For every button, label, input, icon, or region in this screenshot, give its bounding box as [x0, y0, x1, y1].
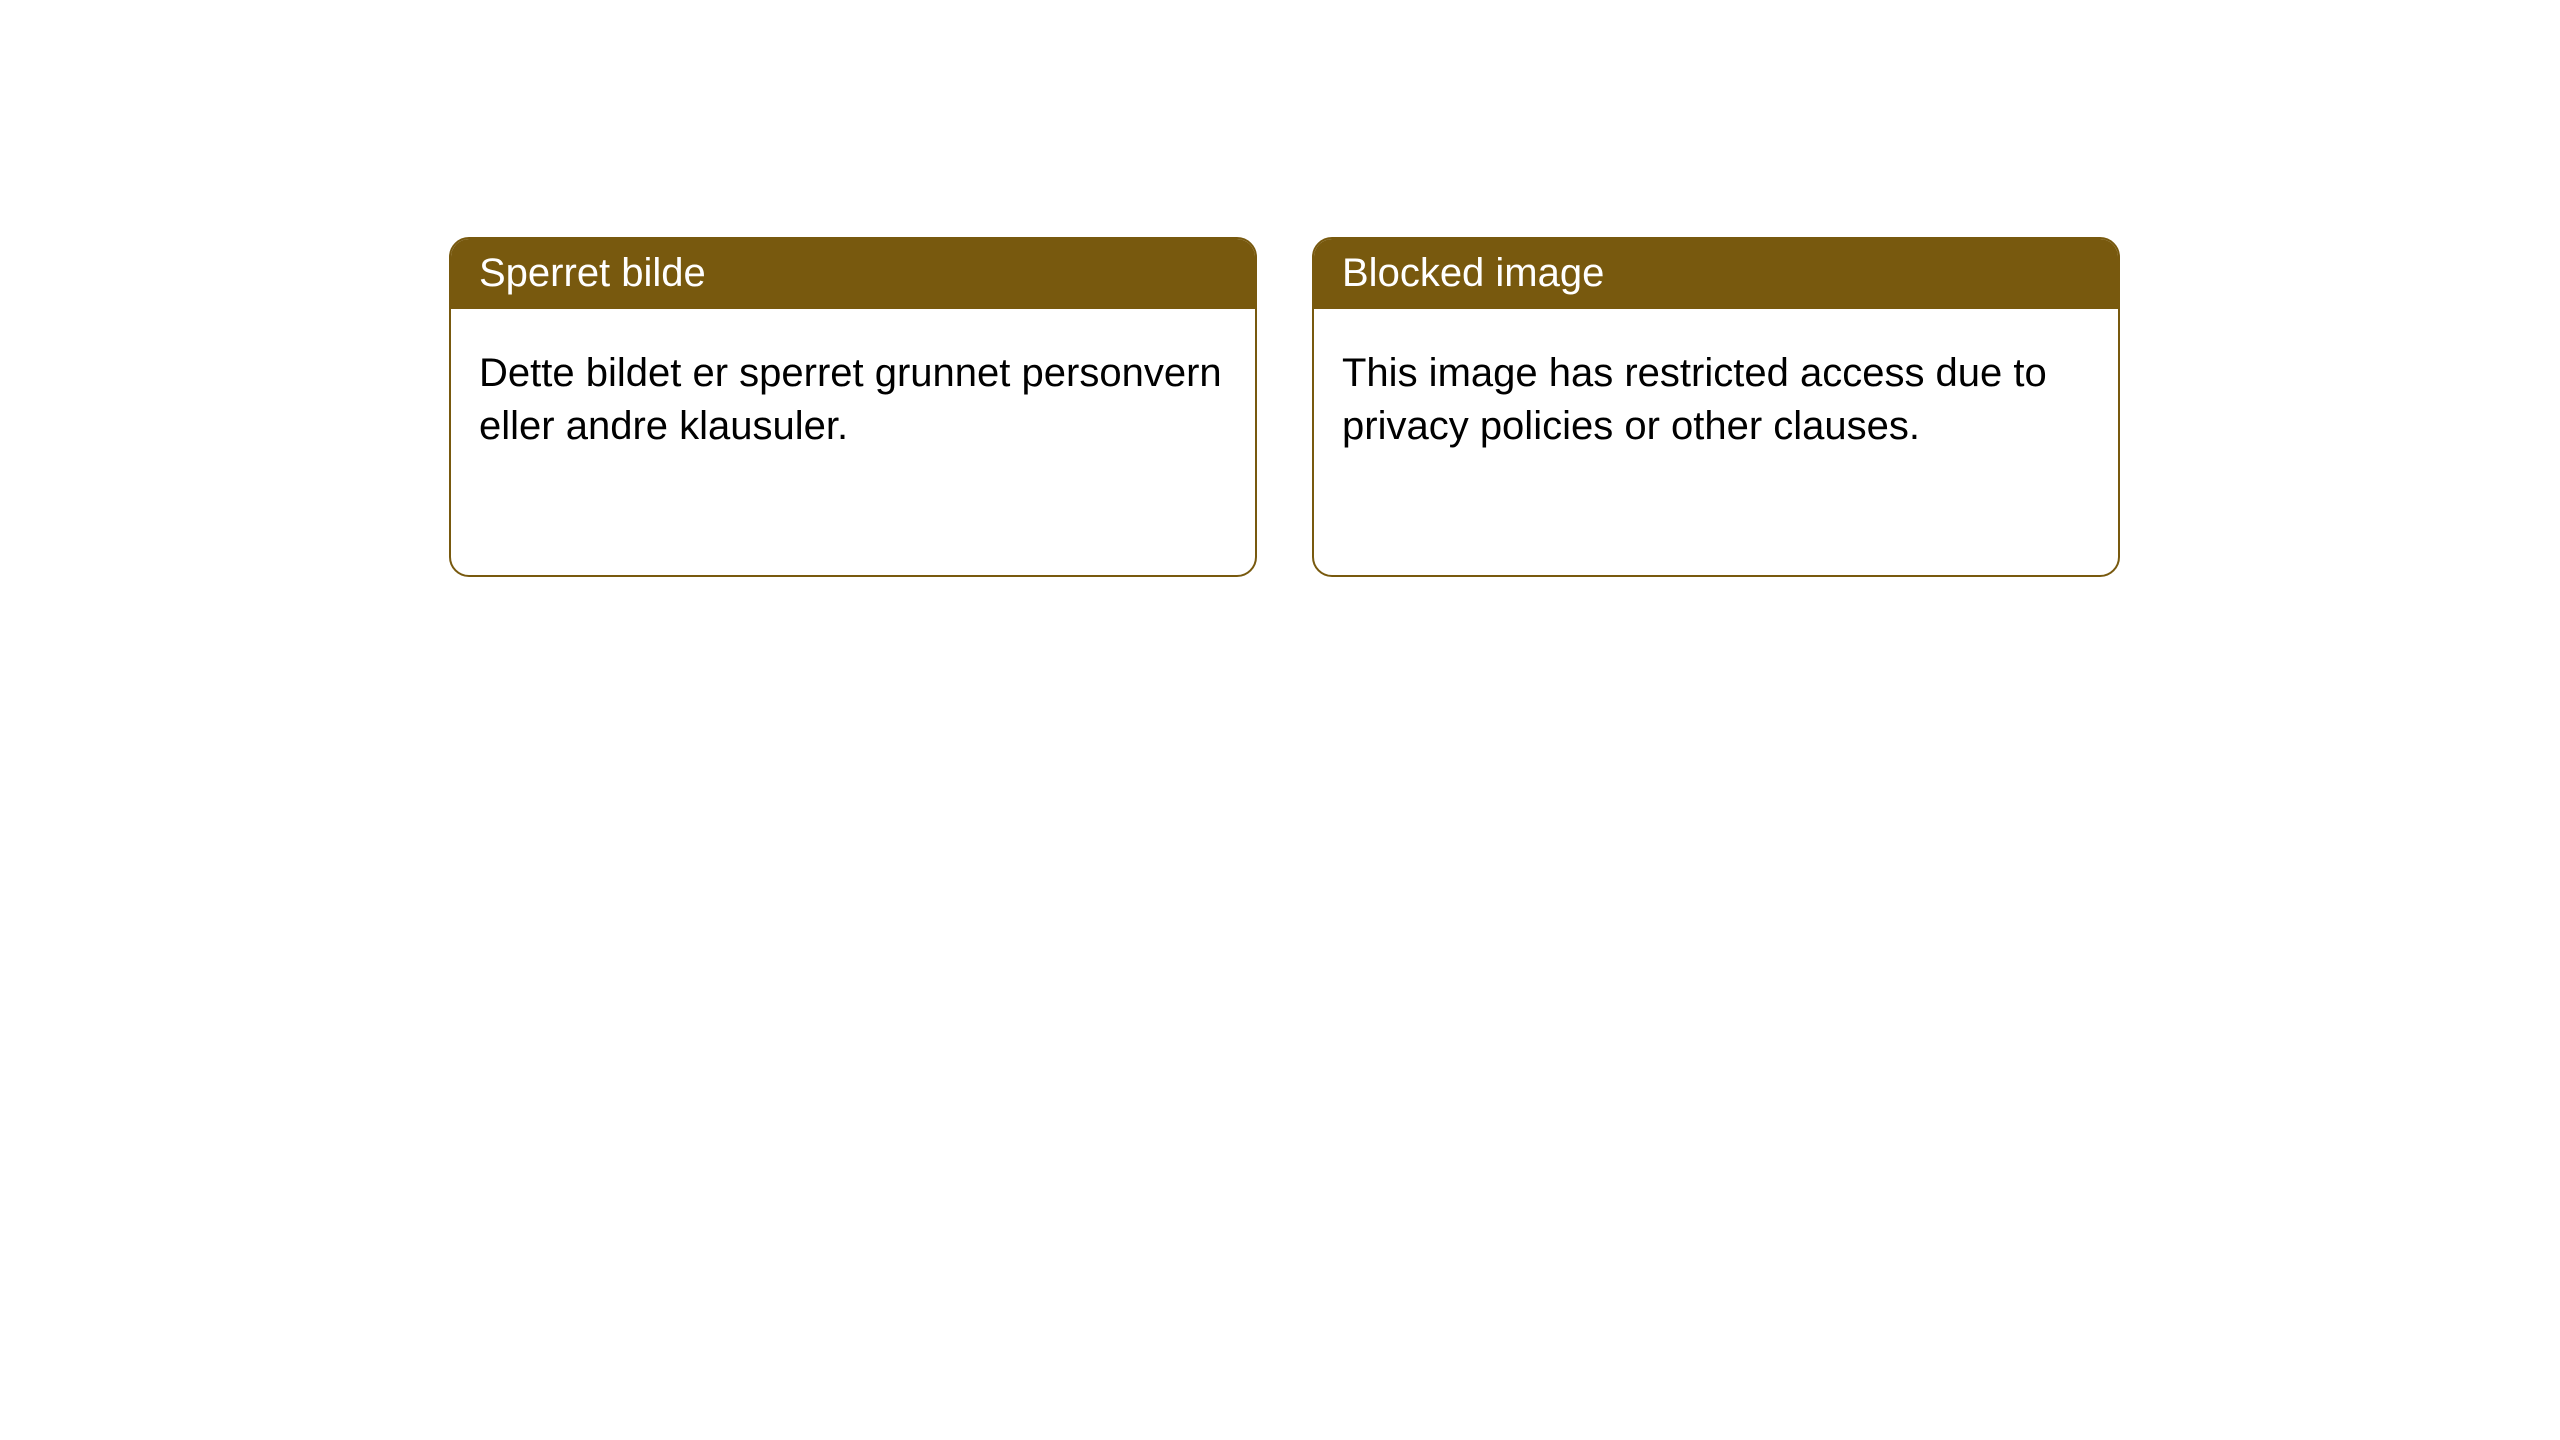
- card-header: Sperret bilde: [451, 239, 1255, 309]
- notice-container: Sperret bilde Dette bildet er sperret gr…: [0, 0, 2560, 577]
- card-title: Sperret bilde: [479, 251, 706, 295]
- notice-card-english: Blocked image This image has restricted …: [1312, 237, 2120, 577]
- card-body-text: This image has restricted access due to …: [1342, 351, 2047, 448]
- card-body-text: Dette bildet er sperret grunnet personve…: [479, 351, 1222, 448]
- card-title: Blocked image: [1342, 251, 1604, 295]
- card-body: This image has restricted access due to …: [1314, 309, 2118, 481]
- notice-card-norwegian: Sperret bilde Dette bildet er sperret gr…: [449, 237, 1257, 577]
- card-body: Dette bildet er sperret grunnet personve…: [451, 309, 1255, 481]
- card-header: Blocked image: [1314, 239, 2118, 309]
